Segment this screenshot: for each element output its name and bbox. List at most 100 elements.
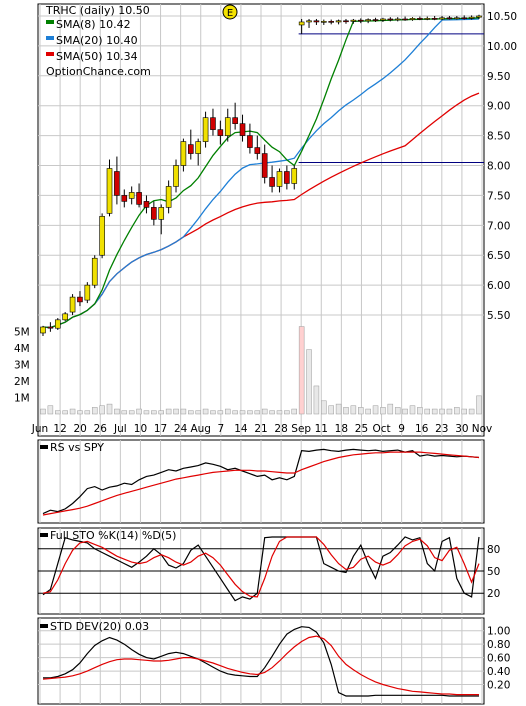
- candle-body: [417, 18, 423, 20]
- candle-body: [335, 20, 342, 23]
- volume-bar: [343, 407, 349, 415]
- x-tick-label: 10: [134, 423, 147, 435]
- volume-bar: [77, 410, 83, 415]
- candle-body: [40, 326, 46, 334]
- volume-bar: [239, 410, 246, 415]
- legend-rs: RS vs SPY: [50, 441, 104, 454]
- volume-bar: [328, 405, 334, 415]
- stddev-line: [43, 626, 479, 697]
- candle-body: [195, 141, 201, 154]
- candle-body: [77, 296, 83, 303]
- x-tick-label: 30: [455, 423, 468, 435]
- volume-bar: [372, 405, 379, 415]
- candle-body: [269, 177, 275, 187]
- candle-body: [165, 186, 172, 208]
- stddev-signal-line: [42, 635, 479, 696]
- x-tick-label: 25: [355, 423, 368, 435]
- candle-body: [461, 17, 468, 20]
- candle-body: [439, 17, 445, 20]
- candle-body: [62, 313, 68, 321]
- volume-bar: [136, 408, 142, 415]
- volume-bar: [106, 403, 113, 415]
- candle-body: [276, 171, 283, 187]
- volume-bar: [454, 407, 460, 415]
- volume-tick-label: 4M: [14, 343, 30, 355]
- x-tick-label: 21: [254, 423, 267, 435]
- candle-body: [431, 18, 438, 20]
- x-tick-label: 16: [415, 423, 429, 435]
- volume-bar: [380, 407, 386, 415]
- price-tick-label: 8.50: [487, 131, 510, 143]
- candle-body: [365, 19, 371, 22]
- candle-body: [254, 147, 261, 154]
- volume-bar: [232, 410, 238, 415]
- x-tick-label: 12: [53, 423, 66, 435]
- x-tick-label: 20: [73, 423, 86, 435]
- candle-body: [357, 19, 364, 22]
- volume-bar: [321, 400, 327, 415]
- volume-bar: [195, 410, 201, 415]
- candle-body: [394, 18, 401, 21]
- volume-bar: [55, 410, 61, 415]
- candle-body: [380, 18, 386, 21]
- volume-bar: [276, 410, 283, 415]
- legend-sma20-swatch: [46, 36, 54, 40]
- candle-body: [69, 296, 76, 313]
- candle-body: [446, 17, 453, 20]
- volume-bar: [468, 408, 475, 415]
- candle-body: [99, 216, 105, 256]
- volume-bar: [114, 408, 120, 415]
- volume-bar: [210, 410, 216, 415]
- x-tick-label: 7: [217, 423, 224, 435]
- volume-bar: [365, 408, 371, 415]
- stochastic-signal-line: [42, 536, 480, 598]
- candle-body: [54, 319, 61, 329]
- volume-bar: [439, 408, 445, 415]
- legend-stddev: STD DEV(20) 0.03: [50, 620, 149, 633]
- volume-bar: [180, 408, 187, 415]
- candle-body: [187, 144, 194, 154]
- candle-body: [454, 17, 460, 20]
- candle-body: [91, 257, 98, 286]
- candle-body: [128, 192, 135, 199]
- x-tick-label: 9: [398, 423, 405, 435]
- candle-body: [350, 19, 357, 22]
- volume-bar: [409, 405, 416, 415]
- volume-bar: [298, 326, 305, 415]
- candle-body: [121, 195, 128, 202]
- candle-body: [202, 117, 209, 142]
- volume-bar: [424, 408, 431, 415]
- candle-body: [298, 21, 305, 26]
- x-tick-label: 26: [94, 423, 108, 435]
- volume-bar: [40, 408, 46, 415]
- volume-bar: [202, 408, 209, 415]
- candle-body: [321, 21, 327, 23]
- candle-body: [239, 123, 246, 136]
- volume-bars: [40, 326, 482, 415]
- stddev-tick-label: 0.80: [487, 639, 510, 651]
- price-tick-label: 10.00: [487, 41, 517, 53]
- x-tick-label: 23: [435, 423, 448, 435]
- x-tick-label: 11: [315, 423, 328, 435]
- candle-body: [143, 201, 150, 208]
- candle-body: [114, 171, 120, 196]
- volume-bar: [62, 410, 68, 415]
- stochastic-line: [42, 536, 480, 602]
- volume-bar: [84, 410, 91, 415]
- earnings-marker-label: E: [227, 8, 233, 19]
- volume-tick-label: 3M: [14, 360, 30, 372]
- stochastic-tick-label: 20: [487, 588, 500, 600]
- price-tick-label: 5.50: [487, 310, 510, 322]
- volume-bar: [306, 349, 312, 415]
- volume-bar: [91, 407, 98, 415]
- candle-body: [224, 117, 231, 136]
- candle-body: [291, 168, 298, 184]
- price-tick-label: 9.00: [487, 101, 510, 113]
- x-tick-label: Oct: [372, 423, 390, 435]
- legend-sto: Full STO %K(14) %D(5): [50, 529, 176, 542]
- legend-sma50: SMA(50) 10.34: [56, 50, 138, 63]
- volume-tick-label: 1M: [14, 393, 30, 405]
- candle-body: [106, 168, 113, 214]
- candle-body: [173, 165, 179, 187]
- volume-bar: [461, 408, 467, 415]
